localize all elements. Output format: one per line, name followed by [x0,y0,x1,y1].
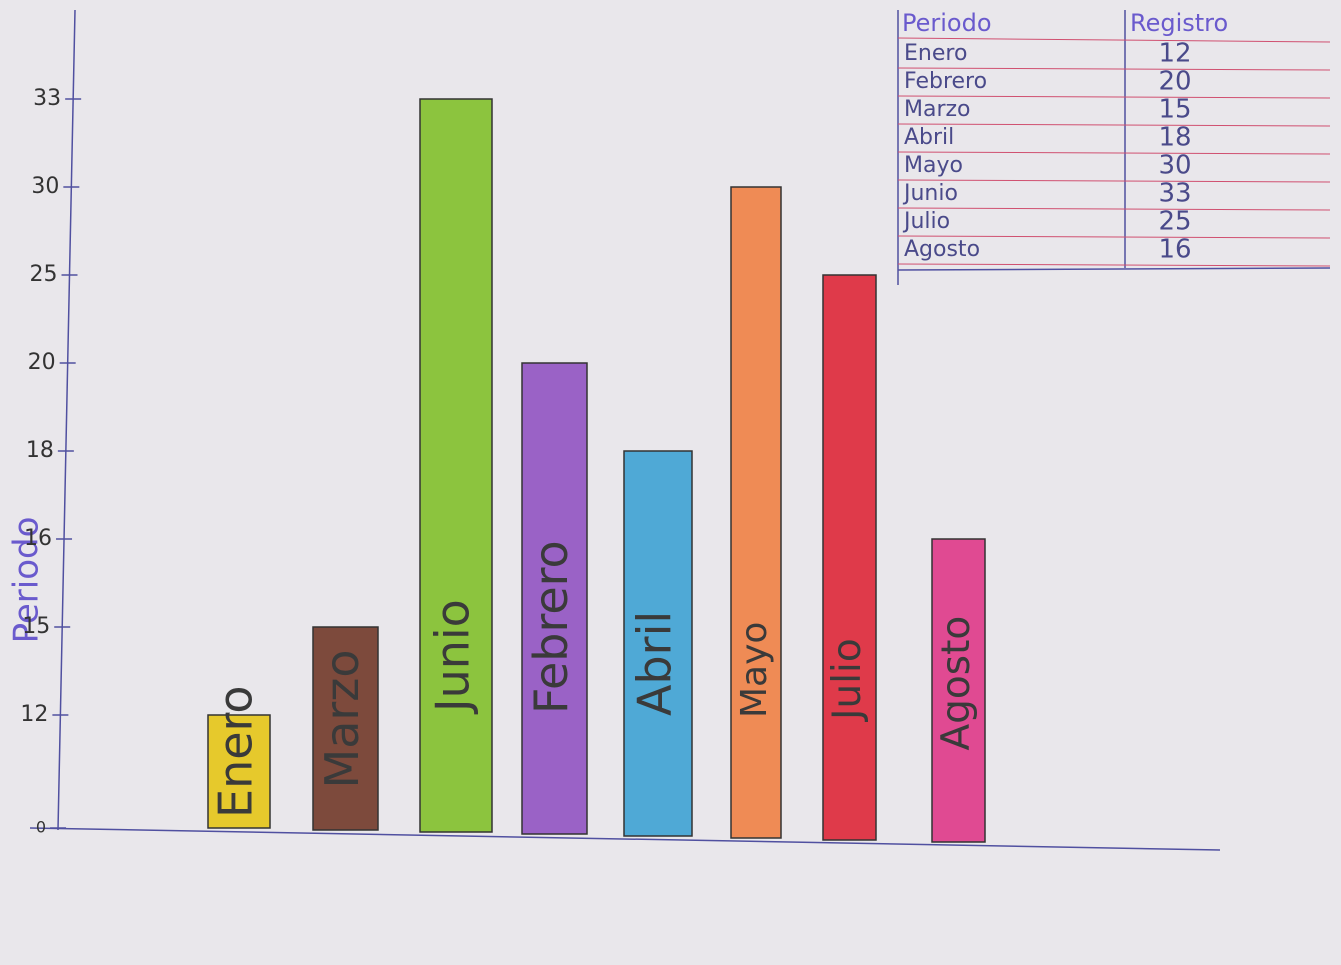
table-header: Registro [1130,9,1228,37]
table-rule [897,207,1331,211]
bar [931,538,986,843]
table-cell: Enero [904,41,967,66]
table-header: Periodo [902,9,992,37]
x-axis [29,827,1221,851]
table-rule [897,37,1331,43]
y-axis [57,9,76,831]
y-axis-label: Periodo [7,517,47,644]
bar [730,186,782,839]
table-cell: 33 [1158,179,1191,209]
table-cell: Abril [904,125,954,150]
table-rule [897,235,1331,239]
bar [312,626,379,831]
y-tick-label: 15 [22,614,50,639]
table-rule [897,179,1331,183]
y-tick-label: 12 [20,702,48,727]
data-table: Periodo Registro Enero 12 Febrero 20 Marzo 15 Ab… [897,9,1331,285]
x-tick-label: Febrero [524,540,578,714]
y-tick-label: 20 [28,350,56,375]
table-border [897,267,1331,271]
x-tick-label: Marzo [315,649,369,788]
table-rule [897,151,1331,155]
table-cell: Agosto [904,237,980,262]
bar [419,98,493,833]
table-cell: 30 [1158,151,1191,181]
x-tick-label: Julio [825,638,870,723]
table-cell: 18 [1158,123,1191,153]
table-cell: Julio [902,209,950,234]
y-tick-label: 0 [36,818,46,837]
table-cell: Mayo [904,153,963,178]
y-tick-label: 30 [31,174,59,199]
y-tick-label: 33 [33,86,61,111]
y-tick-label: 25 [30,262,58,287]
table-cell: 16 [1158,235,1191,265]
table-cell: 20 [1158,67,1191,97]
table-cell: 15 [1158,95,1191,125]
table-rule [897,123,1331,127]
table-rule [897,263,1331,267]
bar [521,362,588,835]
table-cell: Febrero [904,69,987,94]
x-tick-label: Agosto [934,616,979,751]
x-tick-label: Enero [209,685,263,818]
table-cell: Junio [902,181,958,206]
y-tick-label: 16 [24,526,52,551]
table-rule [897,67,1331,71]
table-cell: Marzo [904,97,971,122]
x-tick-label: Junio [426,599,480,715]
table-cell: 12 [1158,39,1191,69]
bar [623,450,693,837]
table-rule [897,95,1331,99]
x-tick-label: Abril [628,611,682,716]
bar [822,274,877,841]
x-tick-label: Mayo [734,622,775,718]
y-tick-label: 18 [26,438,54,463]
bar [207,714,271,829]
table-cell: 25 [1158,207,1191,237]
